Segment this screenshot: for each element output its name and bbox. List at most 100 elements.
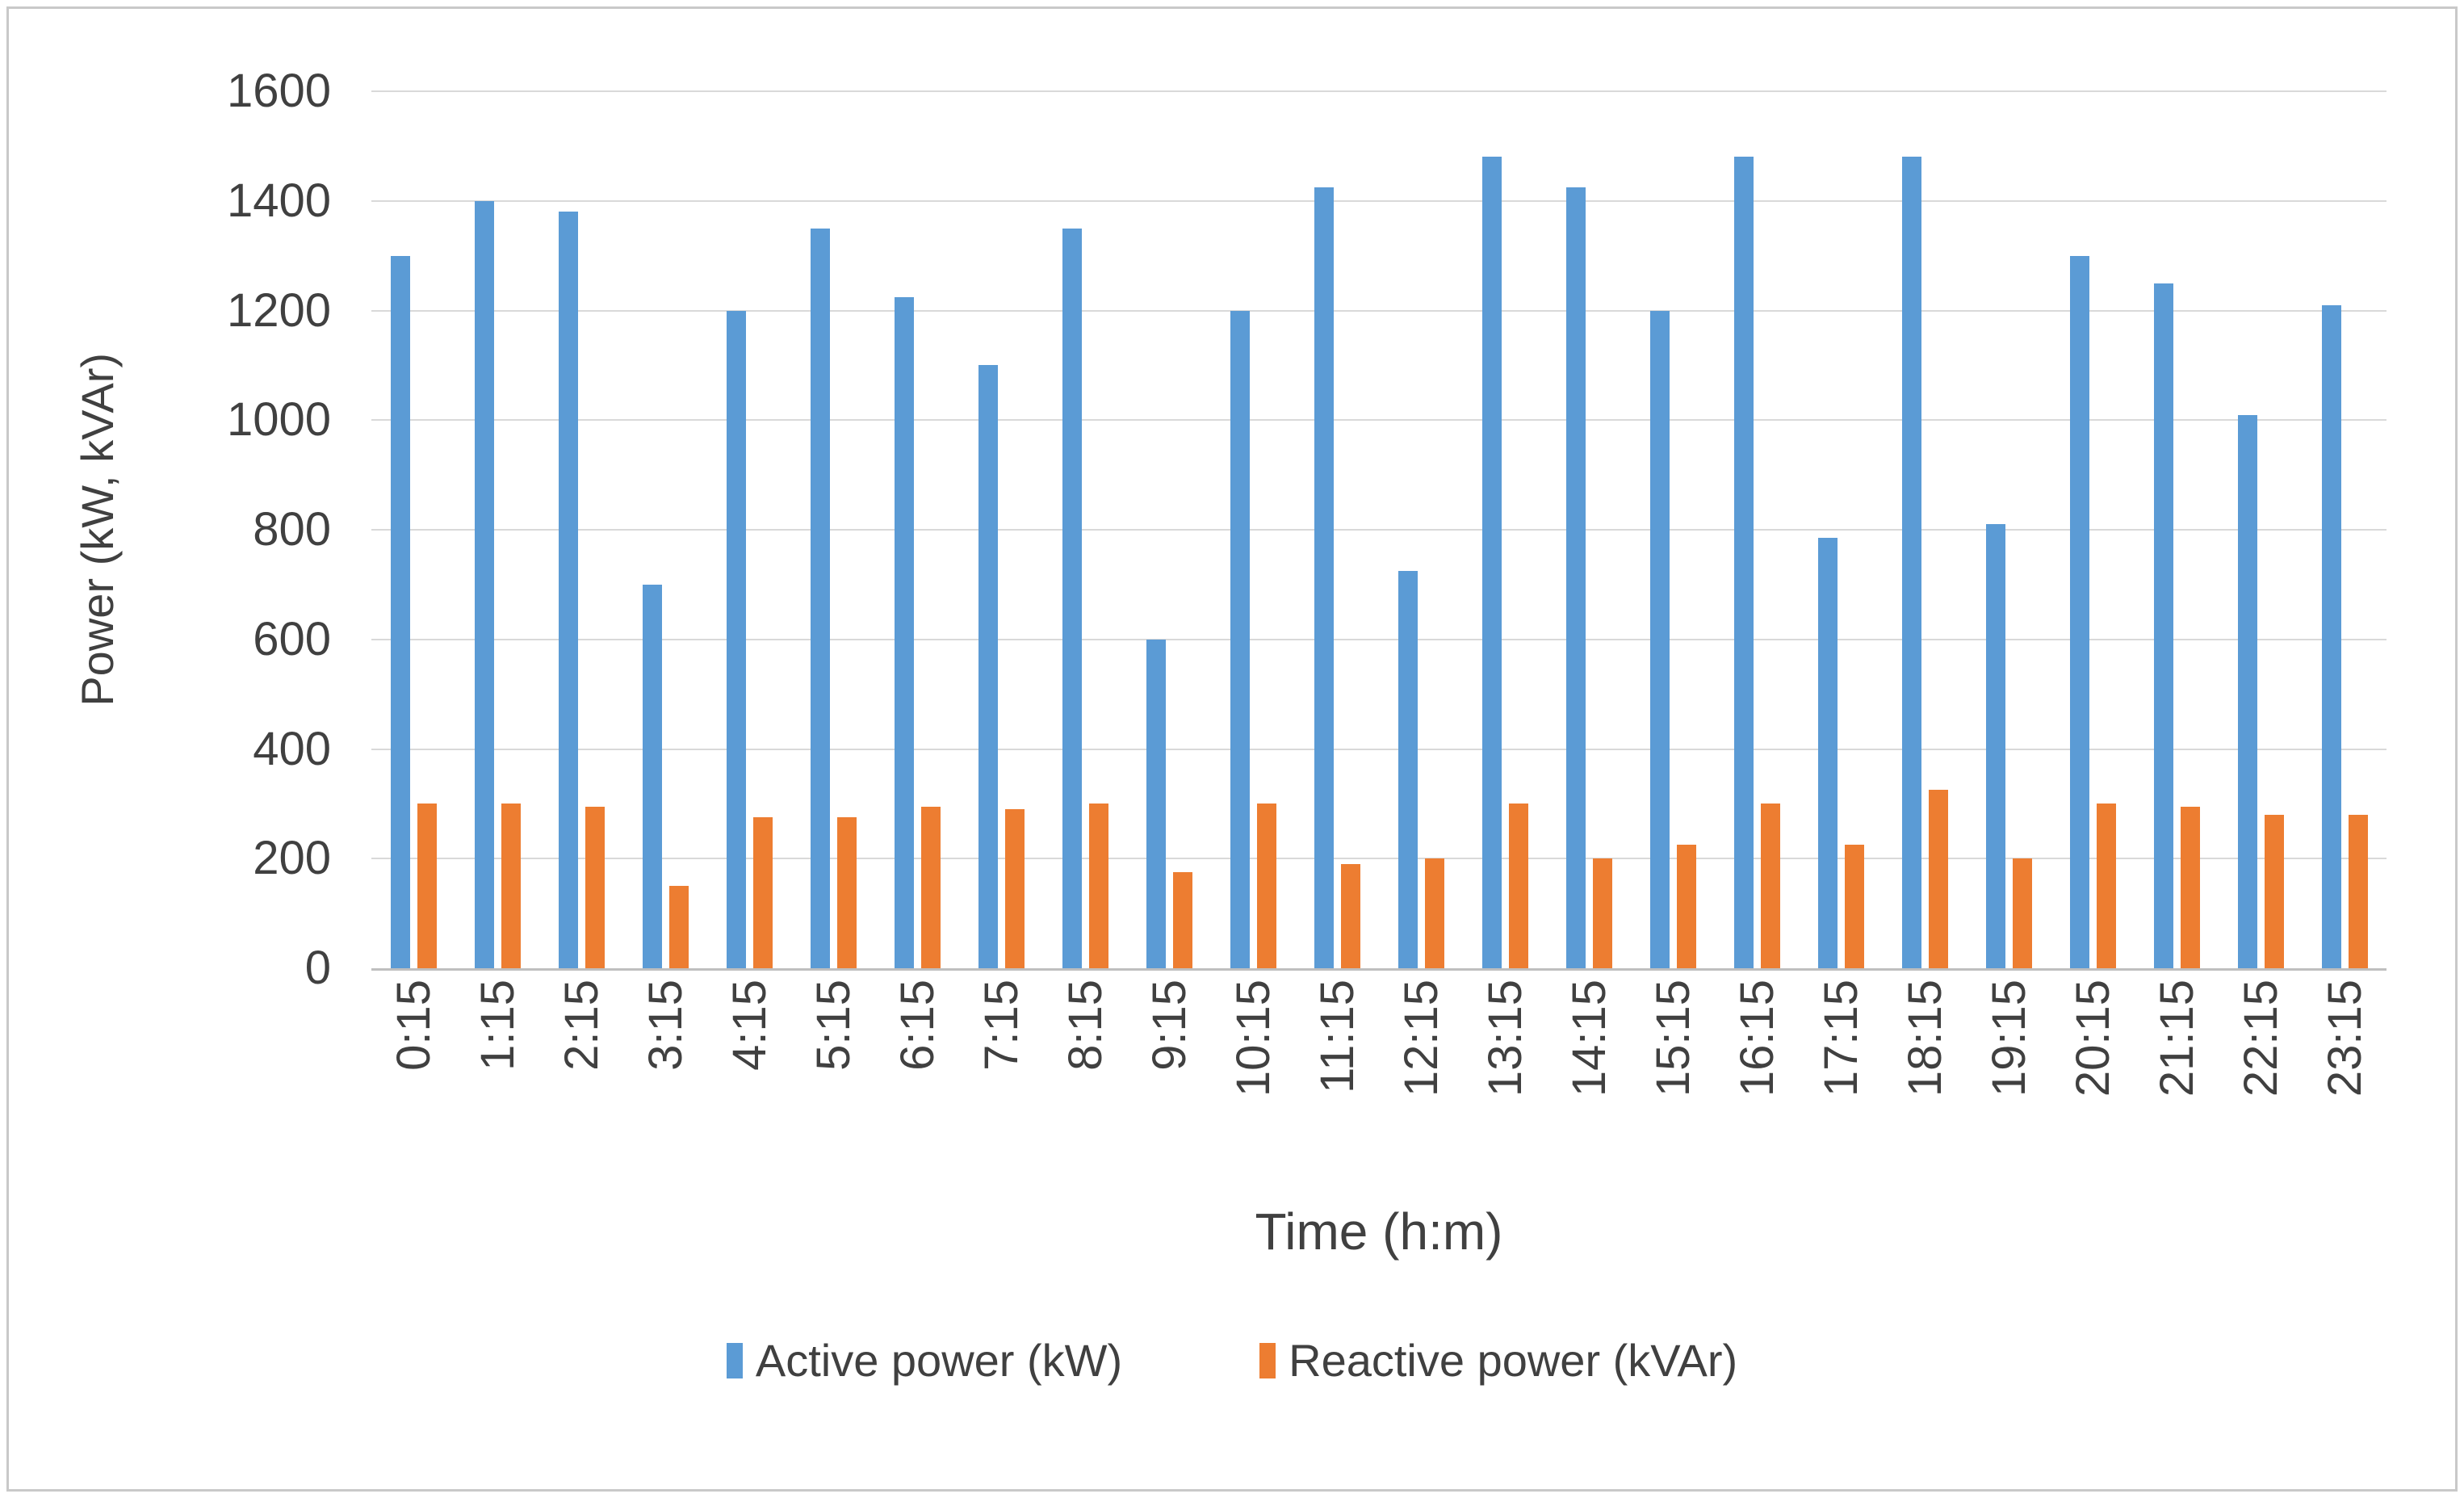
bar-group-20:15 [2051,91,2135,968]
y-tick-label: 400 [253,722,331,775]
bar-active-5:15 [810,228,830,968]
x-tick-label-text: 7:15 [974,980,1028,1071]
bar-active-20:15 [2069,255,2089,968]
gridline-600 [371,638,2386,640]
x-tick-label-text: 19:15 [1982,980,2035,1097]
bar-active-9:15 [1146,639,1166,968]
bar-group-15:15 [1631,91,1715,968]
bar-active-21:15 [2153,283,2173,968]
x-tick-label-text: 14:15 [1562,980,1615,1097]
x-tick-label-text: 22:15 [2234,980,2287,1097]
x-tick-label-20:15: 20:15 [2051,980,2135,1222]
x-tick-label-text: 11:15 [1310,980,1364,1093]
x-tick-label-text: 5:15 [807,980,860,1071]
x-tick-label-text: 18:15 [1898,980,1951,1097]
bar-active-19:15 [1985,524,2005,968]
x-tick-label-12:15: 12:15 [1379,980,1463,1222]
x-tick-label-text: 4:15 [723,980,776,1071]
x-tick-label-5:15: 5:15 [791,980,875,1222]
gridline-1000 [371,419,2386,422]
x-tick-label-22:15: 22:15 [2219,980,2303,1222]
bar-reactive-22:15 [2264,815,2284,968]
bar-group-9:15 [1127,91,1211,968]
x-tick-label-18:15: 18:15 [1883,980,1967,1222]
bar-active-13:15 [1481,157,1502,968]
bar-reactive-17:15 [1844,845,1864,968]
x-tick-label-text: 8:15 [1058,980,1112,1071]
bars-layer [371,91,2386,968]
bar-active-23:15 [2321,304,2341,968]
x-tick-label-19:15: 19:15 [1967,980,2051,1222]
x-tick-label-text: 2:15 [555,980,608,1071]
gridline-800 [371,529,2386,531]
bar-reactive-7:15 [1004,809,1025,968]
x-tick-label-9:15: 9:15 [1127,980,1211,1222]
bar-reactive-10:15 [1256,804,1276,968]
legend-item-active: Active power (kW) [726,1334,1122,1387]
bar-group-11:15 [1295,91,1379,968]
x-tick-label-14:15: 14:15 [1547,980,1631,1222]
bar-group-10:15 [1211,91,1295,968]
y-tick-label: 200 [253,832,331,885]
bar-active-14:15 [1565,187,1586,968]
x-tick-label-13:15: 13:15 [1463,980,1547,1222]
gridline-1600 [371,90,2386,92]
x-tick-label-text: 1:15 [471,980,524,1071]
bar-active-17:15 [1817,538,1838,968]
bar-reactive-16:15 [1760,804,1780,968]
bar-group-7:15 [959,91,1043,968]
bar-active-22:15 [2237,414,2257,968]
bar-reactive-14:15 [1592,858,1612,968]
chart-border [6,6,2458,1492]
gridline-200 [371,858,2386,860]
bar-reactive-13:15 [1508,804,1528,968]
bar-reactive-15:15 [1676,845,1696,968]
y-tick-label: 600 [253,612,331,665]
bar-active-18:15 [1901,157,1921,968]
bar-reactive-1:15 [501,804,521,968]
x-tick-label-1:15: 1:15 [455,980,539,1222]
bar-group-8:15 [1043,91,1127,968]
x-tick-label-text: 17:15 [1814,980,1867,1097]
bar-reactive-23:15 [2348,815,2368,968]
bar-reactive-4:15 [752,817,773,968]
bar-reactive-11:15 [1340,864,1360,968]
bar-group-14:15 [1547,91,1631,968]
legend-label: Reactive power (kVAr) [1289,1335,1738,1386]
x-tick-label-2:15: 2:15 [539,980,623,1222]
bar-active-7:15 [978,365,998,968]
bar-reactive-21:15 [2180,806,2200,968]
bar-group-16:15 [1715,91,1799,968]
bar-group-0:15 [371,91,455,968]
x-tick-label-0:15: 0:15 [371,980,455,1222]
x-tick-label-text: 3:15 [639,980,692,1071]
legend-swatch-icon [1259,1342,1276,1378]
bar-active-3:15 [642,584,662,968]
y-tick-label: 1000 [226,393,331,447]
bar-group-23:15 [2303,91,2386,968]
bar-group-19:15 [1967,91,2051,968]
x-tick-label-8:15: 8:15 [1043,980,1127,1222]
bar-reactive-5:15 [836,817,857,968]
x-tick-label-text: 9:15 [1142,980,1196,1071]
y-tick-label: 1400 [226,174,331,227]
bar-group-22:15 [2219,91,2303,968]
x-tick-label-text: 20:15 [2066,980,2119,1097]
gridline-1400 [371,199,2386,202]
y-tick-label: 1600 [226,65,331,117]
bar-reactive-0:15 [417,804,437,968]
x-tick-label-text: 13:15 [1478,980,1532,1097]
x-tick-label-15:15: 15:15 [1631,980,1715,1222]
bar-group-12:15 [1379,91,1463,968]
bar-group-4:15 [707,91,791,968]
bar-reactive-3:15 [668,886,689,968]
bar-reactive-8:15 [1088,804,1108,968]
bar-reactive-18:15 [1928,790,1948,968]
bar-active-2:15 [558,212,578,968]
legend: Active power (kW) Reactive power (kVAr) [0,1334,2464,1387]
bar-group-5:15 [791,91,875,968]
x-axis-title: Time (h:m) [1255,1202,1503,1261]
bar-active-6:15 [894,296,914,968]
x-tick-label-7:15: 7:15 [959,980,1043,1222]
bar-group-1:15 [455,91,539,968]
